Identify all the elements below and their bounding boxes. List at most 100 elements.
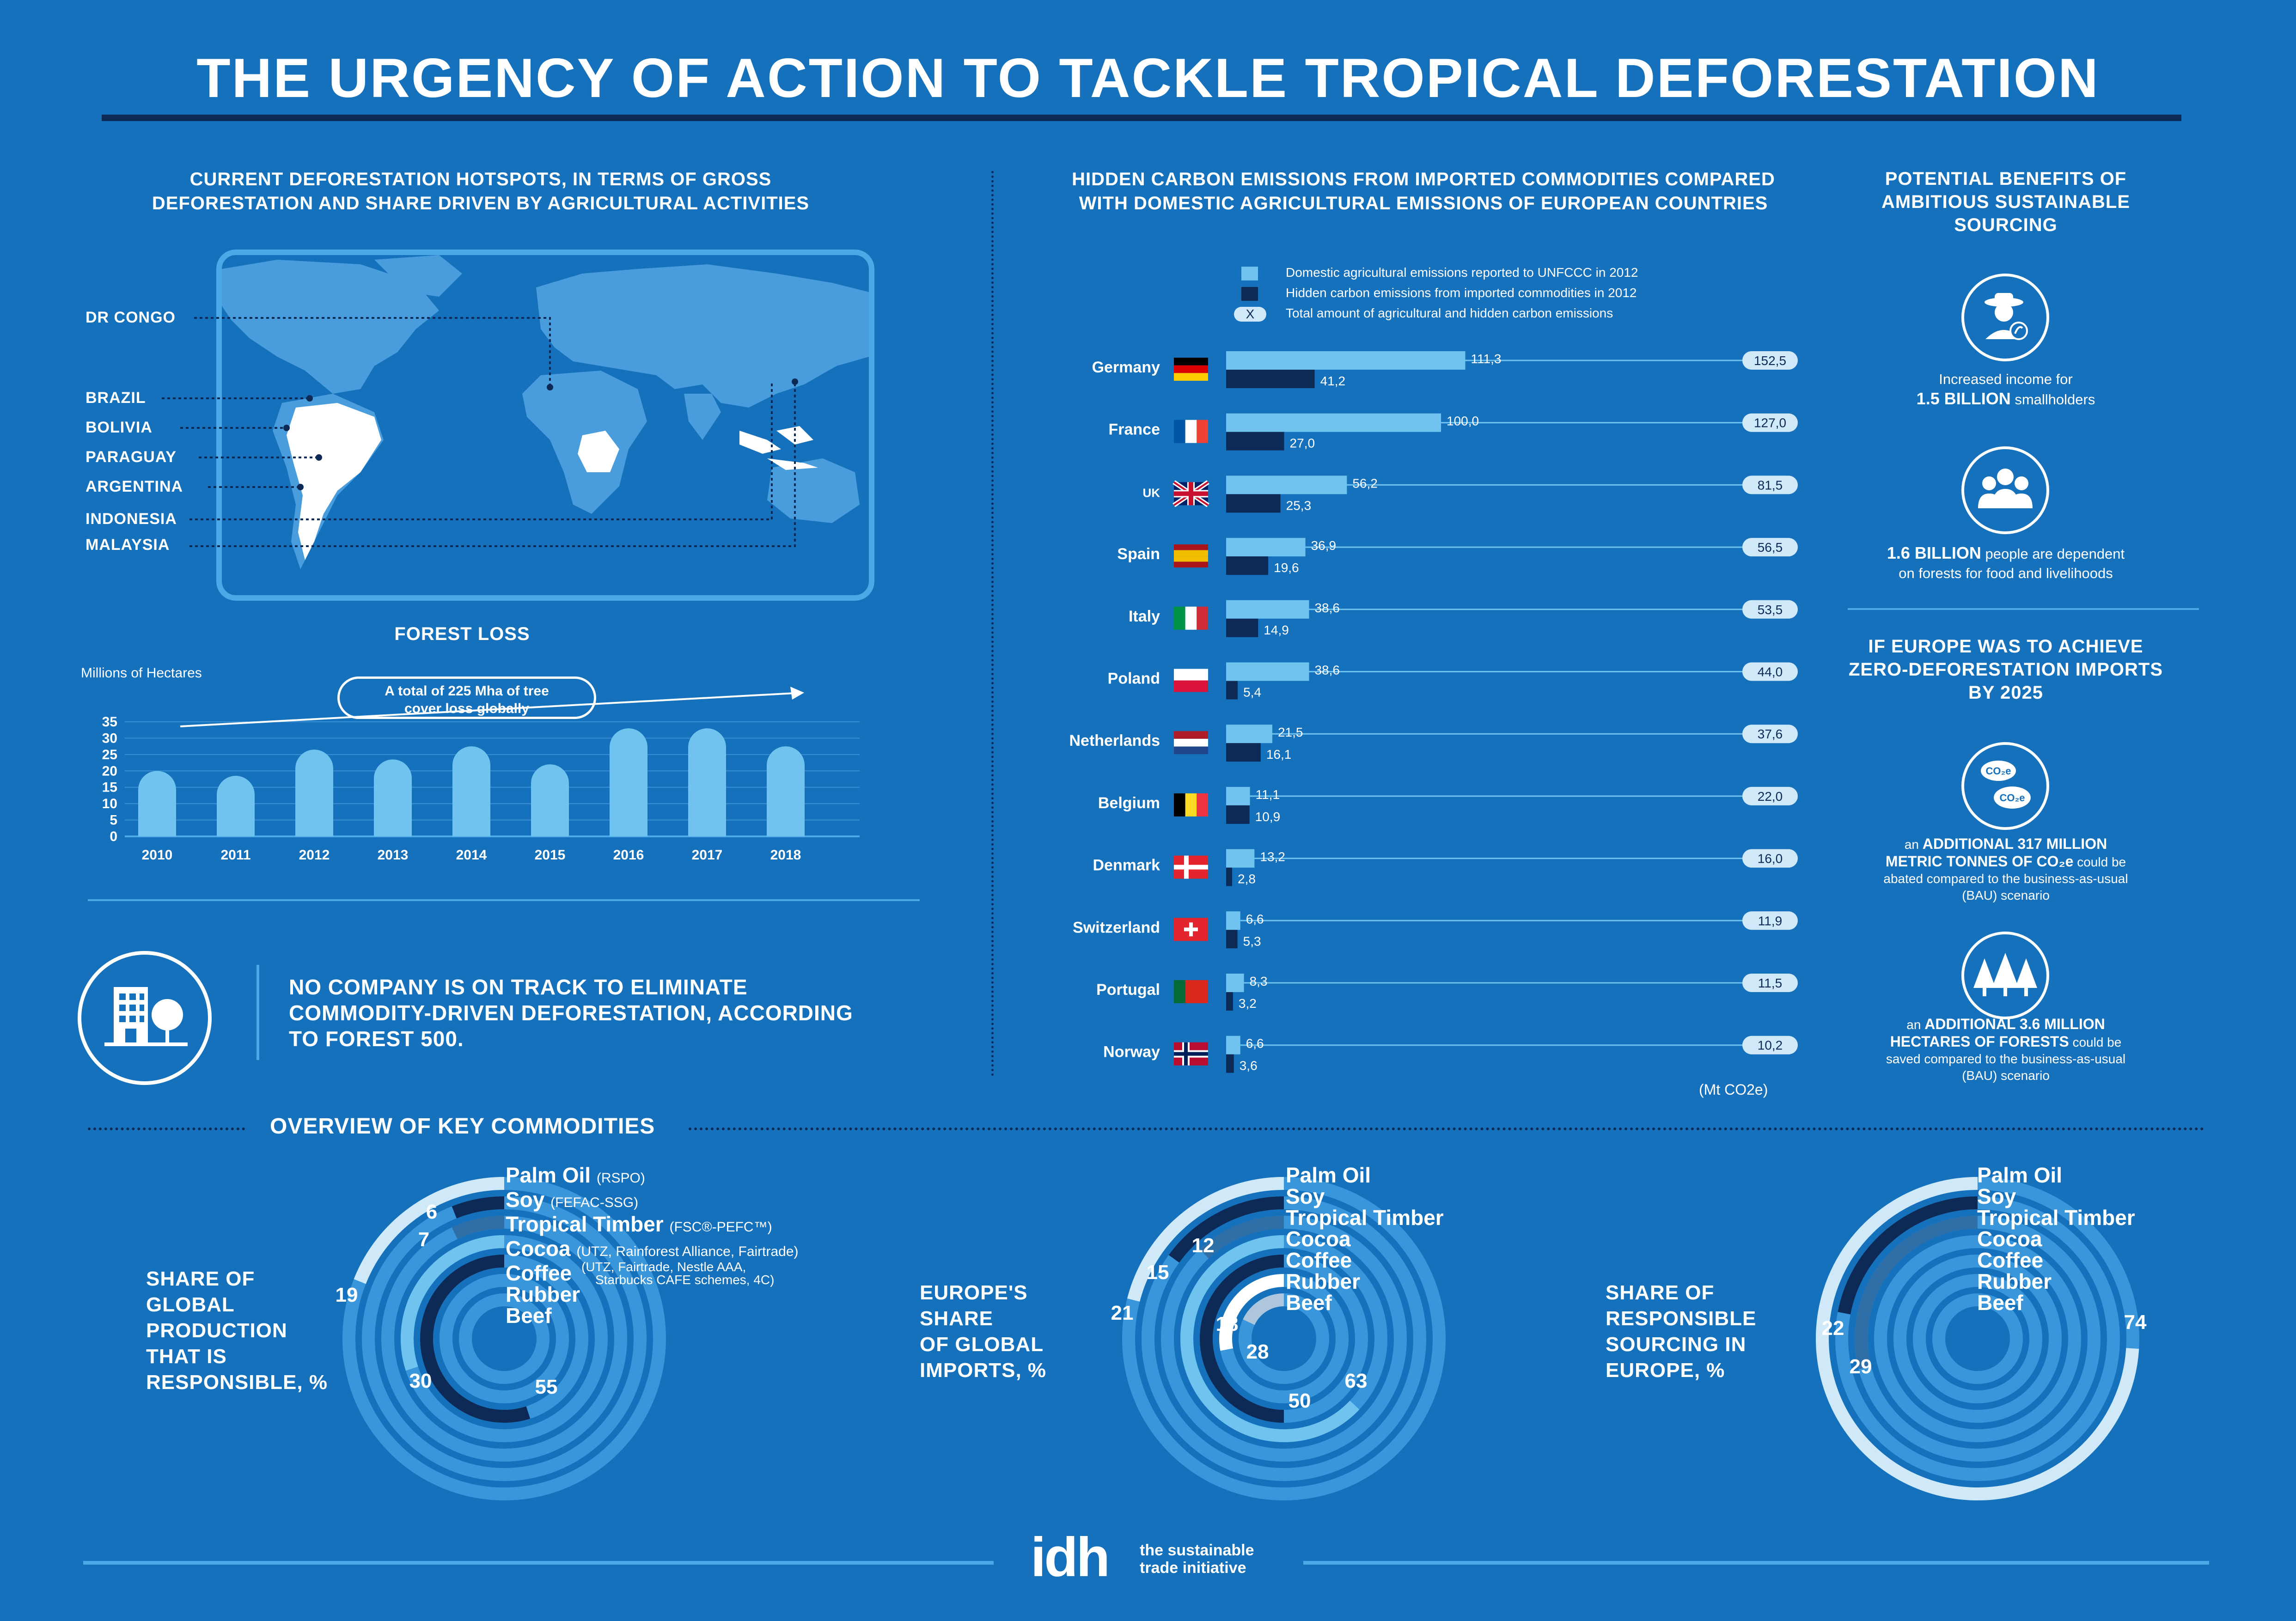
x-tick-label: 2011 — [220, 847, 250, 863]
ring-arc — [1199, 1216, 1284, 1259]
flag-icon — [1174, 855, 1208, 879]
europe-title: IF EUROPE WAS TO ACHIEVE ZERO-DEFORESTAT… — [1848, 636, 2163, 703]
footer-line-left — [83, 1561, 994, 1565]
ring-value-label: 55 — [535, 1376, 558, 1398]
ring-arc — [1219, 1274, 1284, 1351]
forest-loss-title: FOREST LOSS — [394, 624, 530, 644]
map-label-malaysia: MALAYSIA — [85, 536, 170, 554]
company-note: NO COMPANY IS ON TRACK TO ELIMINATE COMM… — [289, 975, 853, 1051]
x-tick-label: 2014 — [456, 847, 487, 863]
y-tick-label: 20 — [102, 763, 117, 779]
flag-icon — [1174, 793, 1208, 817]
domestic-value: 100,0 — [1447, 414, 1479, 428]
panel2-title: EUROPE'S SHARE OF GLOBAL IMPORTS, % — [920, 1281, 1047, 1382]
income-text: Increased income for 1.5 BILLION smallho… — [1916, 371, 2095, 408]
flag-icon — [1174, 1042, 1208, 1066]
hidden-value: 2,8 — [1238, 872, 1256, 886]
map-label-bolivia: BOLIVIA — [85, 419, 153, 436]
ring-chart: 21 15 12 63 50 28 18 — [1111, 1177, 1446, 1500]
country-label: Portugal — [1096, 981, 1160, 999]
map-label-argentina: ARGENTINA — [85, 478, 183, 495]
total-value: 37,6 — [1758, 727, 1783, 741]
legend-total: X Total amount of agricultural and hidden… — [1234, 303, 1638, 323]
y-tick-label: 0 — [110, 829, 117, 844]
commodities-dotted-left — [88, 1127, 245, 1130]
ring-value-label: 50 — [1288, 1389, 1311, 1412]
ring-chart: 19 6 7 30 55 — [336, 1177, 666, 1500]
ring-arc — [401, 1235, 505, 1371]
hidden-value: 25,3 — [1286, 498, 1312, 512]
ring-arc — [1168, 1196, 1284, 1263]
forest-loss-bar — [531, 764, 569, 836]
legend-hidden: Hidden carbon emissions from imported co… — [1241, 283, 1638, 303]
ring-value-label: 74 — [2124, 1311, 2147, 1334]
benefits-title: POTENTIAL BENEFITS OF AMBITIOUS SUSTAINA… — [1881, 169, 2131, 235]
domestic-bar — [1226, 849, 1255, 868]
total-pill — [1742, 1036, 1798, 1054]
forest-loss-bar — [767, 746, 805, 836]
trend-arrow-head — [790, 687, 804, 700]
map-label-brazil: BRAZIL — [85, 389, 146, 407]
domestic-bar — [1226, 600, 1309, 619]
domestic-bar — [1226, 413, 1441, 432]
domestic-value: 111,3 — [1471, 352, 1502, 366]
country-label: Germany — [1092, 359, 1160, 376]
map-label-indonesia: INDONESIA — [85, 510, 177, 528]
trend-arrow — [180, 692, 795, 727]
total-value: 10,2 — [1758, 1038, 1783, 1053]
emissions-title: HIDDEN CARBON EMISSIONS FROM IMPORTED CO… — [1072, 169, 1775, 213]
forest-loss-bar — [452, 746, 490, 836]
country-label: Switzerland — [1073, 919, 1160, 936]
domestic-value: 6,6 — [1246, 1036, 1264, 1051]
flag-icon — [1174, 980, 1208, 1003]
domestic-bar — [1226, 662, 1309, 681]
country-label: Spain — [1117, 545, 1160, 563]
forest-text: an ADDITIONAL 3.6 MILLION HECTARES OF FO… — [1886, 1016, 2126, 1083]
total-pill — [1742, 413, 1798, 432]
ring-value-label: 63 — [1345, 1370, 1368, 1392]
hidden-value: 14,9 — [1264, 623, 1289, 637]
commodities-title: OVERVIEW OF KEY COMMODITIES — [270, 1114, 655, 1139]
page-title: THE URGENCY OF ACTION TO TACKLE TROPICAL… — [196, 47, 2100, 109]
ring-arc — [1200, 1255, 1284, 1423]
hidden-bar — [1226, 1054, 1234, 1073]
y-tick-label: 25 — [102, 747, 117, 762]
hidden-value: 3,2 — [1239, 996, 1257, 1011]
ring-value-label: 29 — [1850, 1355, 1872, 1378]
hidden-bar — [1226, 930, 1238, 949]
title-underline — [102, 115, 2181, 121]
ring-track — [1874, 1235, 2081, 1442]
emissions-unit: (Mt CO2e) — [1699, 1081, 1768, 1098]
hidden-value: 5,4 — [1243, 685, 1261, 700]
country-label: France — [1109, 421, 1160, 439]
total-value: 11,9 — [1758, 914, 1782, 928]
country-label: UK — [1142, 486, 1160, 500]
panel3-legend: Palm Oil Soy Tropical Timber Cocoa Coffe… — [1977, 1163, 2135, 1315]
domestic-bar — [1226, 1036, 1240, 1054]
people-text: 1.6 BILLION people are dependent on fore… — [1887, 543, 2125, 581]
co2-icon: CO₂e CO₂e — [1961, 742, 2049, 830]
domestic-bar — [1226, 475, 1347, 494]
hidden-value: 27,0 — [1290, 436, 1315, 451]
ring-track — [440, 1274, 569, 1403]
forest-loss-ylabel: Millions of Hectares — [81, 665, 202, 681]
x-tick-label: 2013 — [378, 847, 409, 863]
ring-track — [1932, 1293, 2023, 1384]
emissions-legend: Domestic agricultural emissions reported… — [1234, 262, 1638, 323]
hidden-bar — [1226, 618, 1258, 637]
total-pill — [1742, 351, 1798, 370]
company-note-divider — [256, 965, 259, 1060]
panel2-legend: Palm Oil Soy Tropical Timber Cocoa Coffe… — [1286, 1163, 1444, 1315]
forest-loss-callout: A total of 225 Mha of tree cover loss gl… — [337, 676, 596, 719]
total-value: 16,0 — [1758, 852, 1783, 866]
flag-icon — [1174, 358, 1208, 381]
country-label: Netherlands — [1069, 732, 1160, 750]
ring-arc — [1127, 1177, 1284, 1302]
footer-line-right — [1303, 1561, 2209, 1565]
emissions-chart: Germany 111,3 41,2 152,5 France 100,0 27,0 127,… — [1069, 351, 1798, 1073]
country-label: Denmark — [1093, 857, 1160, 874]
country-label: Italy — [1129, 608, 1160, 625]
domestic-bar — [1226, 911, 1240, 930]
total-value: 81,5 — [1758, 478, 1783, 492]
